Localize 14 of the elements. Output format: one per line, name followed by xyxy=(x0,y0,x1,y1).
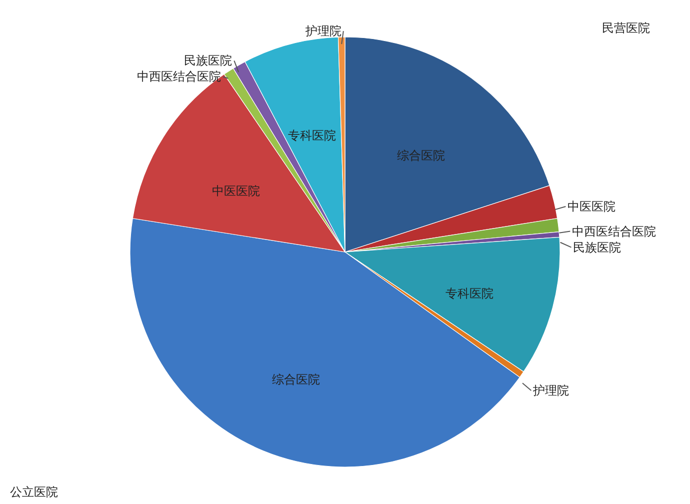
slice-label: 护理院 xyxy=(304,24,342,38)
slice-label: 中医医院 xyxy=(568,200,616,214)
text: 民营医院 xyxy=(602,21,650,35)
slice-label: 民族医院 xyxy=(573,240,622,254)
slice-label: 专科医院 xyxy=(446,286,494,300)
slice-label: 中西医结合医院 xyxy=(572,224,656,238)
slice-label: 中医医院 xyxy=(212,184,260,198)
text: 公立医院 xyxy=(10,485,58,499)
slice-label: 综合医院 xyxy=(272,372,320,386)
slice-label: 中西医结合医院 xyxy=(137,70,222,84)
slice-label: 专科医院 xyxy=(288,128,336,142)
slice-label: 民族医院 xyxy=(184,54,232,68)
slice-label: 综合医院 xyxy=(396,148,445,163)
slice-label: 护理院 xyxy=(532,383,570,398)
